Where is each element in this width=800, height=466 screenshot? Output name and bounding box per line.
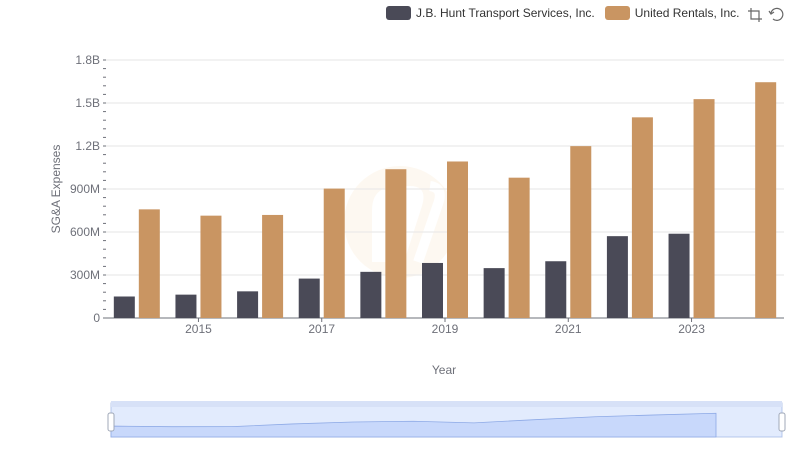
data-zoom-preview xyxy=(110,412,717,438)
y-tick-label: 600M xyxy=(70,225,100,239)
x-tick-label: 2017 xyxy=(308,322,335,336)
y-tick-label: 1.2B xyxy=(75,139,100,153)
data-zoom-handle-right[interactable] xyxy=(778,412,786,432)
legend-swatch-jbhunt xyxy=(386,6,411,20)
bar-united-2016[interactable] xyxy=(262,214,284,318)
bar-jbhunt-2021[interactable] xyxy=(545,261,567,318)
legend: J.B. Hunt Transport Services, Inc. Unite… xyxy=(386,4,749,22)
y-axis: 0 300M 600M 900M 1.2B 1.5B 1.8B xyxy=(70,53,100,325)
bar-united-2014[interactable] xyxy=(138,209,160,318)
data-zoom-move-bar[interactable] xyxy=(111,401,782,407)
y-tick-label: 900M xyxy=(70,182,100,196)
bar-united-2017[interactable] xyxy=(323,188,345,318)
legend-label-united: United Rentals, Inc. xyxy=(634,6,740,20)
bars xyxy=(113,82,777,319)
bar-united-2019[interactable] xyxy=(447,161,468,318)
x-axis-title: Year xyxy=(432,363,456,377)
data-zoom-handle-left[interactable] xyxy=(107,412,115,432)
bar-jbhunt-2019[interactable] xyxy=(422,262,443,318)
bar-united-2024[interactable] xyxy=(755,82,777,318)
x-tick-label: 2021 xyxy=(555,322,582,336)
y-tick-label: 300M xyxy=(70,268,100,282)
bar-united-2021[interactable] xyxy=(570,146,592,318)
data-zoom-slider[interactable] xyxy=(107,401,786,438)
bar-united-2020[interactable] xyxy=(508,177,530,318)
bar-jbhunt-2018[interactable] xyxy=(360,271,382,318)
y-tick-label: 0 xyxy=(93,311,100,325)
bar-jbhunt-2015[interactable] xyxy=(175,294,197,318)
y-tick-label: 1.8B xyxy=(75,53,100,67)
bar-jbhunt-2022[interactable] xyxy=(606,236,628,318)
y-axis-minor-ticks xyxy=(103,59,106,319)
bar-jbhunt-2023[interactable] xyxy=(668,233,690,318)
bar-jbhunt-2014[interactable] xyxy=(113,296,135,319)
legend-item-jbhunt[interactable]: J.B. Hunt Transport Services, Inc. xyxy=(386,6,595,20)
bar-united-2015[interactable] xyxy=(200,215,222,318)
data-zoom-selection[interactable] xyxy=(111,403,782,437)
bar-united-2018[interactable] xyxy=(385,169,407,318)
bar-jbhunt-2020[interactable] xyxy=(483,268,505,318)
zoom-icon[interactable] xyxy=(746,6,764,24)
restore-icon[interactable] xyxy=(768,6,786,24)
bar-united-2022[interactable] xyxy=(631,117,653,318)
y-tick-label: 1.5B xyxy=(75,96,100,110)
legend-label-jbhunt: J.B. Hunt Transport Services, Inc. xyxy=(416,6,595,20)
x-tick-label: 2023 xyxy=(678,322,705,336)
x-tick-label: 2015 xyxy=(185,322,212,336)
toolbox xyxy=(746,6,790,24)
legend-swatch-united xyxy=(604,6,630,20)
x-tick-label: 2019 xyxy=(432,322,459,336)
legend-item-united[interactable]: United Rentals, Inc. xyxy=(604,6,740,20)
bar-jbhunt-2016[interactable] xyxy=(237,291,259,318)
bar-united-2023[interactable] xyxy=(693,99,715,318)
x-axis: 2015 2017 2019 2021 2023 xyxy=(185,318,705,336)
y-axis-title: SG&A Expenses xyxy=(49,145,63,234)
bar-jbhunt-2017[interactable] xyxy=(298,278,320,318)
